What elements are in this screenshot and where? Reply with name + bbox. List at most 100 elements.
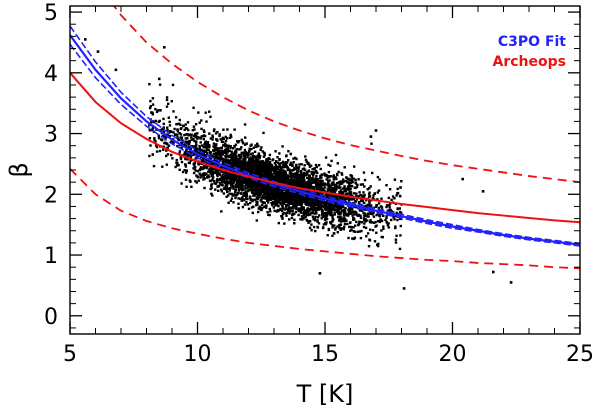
data-point: [256, 200, 259, 204]
data-point: [279, 176, 283, 179]
data-point: [236, 163, 239, 166]
data-point: [298, 201, 301, 205]
data-point: [288, 218, 291, 221]
data-point: [299, 183, 302, 187]
data-point: [224, 181, 227, 184]
data-point: [281, 193, 284, 196]
data-point: [355, 206, 358, 209]
data-point: [275, 202, 278, 205]
data-point: [200, 159, 204, 162]
data-point: [202, 129, 206, 132]
data-point: [215, 168, 218, 171]
data-point: [257, 144, 260, 148]
data-point: [307, 220, 311, 223]
data-point: [224, 142, 227, 145]
data-point: [307, 202, 310, 206]
data-point: [339, 189, 343, 192]
data-point: [232, 154, 236, 157]
data-point: [249, 181, 252, 184]
data-point: [153, 120, 156, 124]
data-point: [312, 188, 316, 191]
data-point: [215, 147, 218, 150]
data-point: [283, 177, 286, 181]
data-point: [311, 174, 315, 177]
data-point: [326, 195, 330, 198]
data-point: [282, 162, 286, 165]
data-point: [148, 154, 151, 158]
data-point: [224, 135, 227, 139]
data-point: [250, 147, 253, 151]
data-point: [192, 106, 195, 109]
data-point: [295, 157, 298, 161]
x-tick-label: 15: [311, 342, 339, 367]
data-point: [253, 188, 257, 191]
data-point: [311, 178, 314, 181]
data-point: [354, 186, 357, 190]
data-point: [201, 157, 205, 160]
data-point: [151, 126, 155, 129]
data-point: [187, 154, 190, 157]
data-point: [365, 235, 368, 238]
data-point: [333, 191, 336, 194]
data-point: [238, 163, 241, 166]
data-point: [293, 166, 296, 170]
data-point: [159, 128, 163, 132]
data-point: [345, 219, 348, 222]
data-point: [368, 228, 372, 231]
data-point: [355, 211, 358, 214]
data-point: [220, 183, 223, 186]
data-point: [335, 208, 338, 212]
data-point: [312, 190, 315, 193]
data-point: [340, 192, 344, 195]
data-point: [281, 160, 285, 164]
data-point: [260, 164, 263, 167]
data-point: [319, 187, 322, 190]
data-point: [290, 175, 294, 178]
data-point: [311, 210, 314, 213]
data-point: [218, 182, 222, 185]
data-point: [357, 195, 360, 198]
data-point: [338, 190, 341, 194]
data-point: [355, 192, 358, 195]
data-point: [252, 167, 255, 170]
data-point: [295, 178, 299, 182]
data-point: [236, 140, 239, 143]
data-point: [281, 205, 284, 208]
data-point: [186, 152, 190, 155]
data-point: [326, 202, 329, 205]
data-point: [204, 111, 207, 114]
data-point: [288, 178, 291, 182]
data-point: [172, 141, 175, 144]
data-point: [212, 142, 216, 145]
data-point: [196, 135, 199, 139]
data-point: [307, 201, 310, 204]
data-point: [199, 156, 203, 159]
data-point: [294, 167, 297, 170]
data-point: [156, 109, 160, 112]
data-point: [336, 194, 339, 197]
data-point: [327, 170, 331, 174]
data-point: [204, 158, 207, 161]
data-point: [332, 175, 335, 179]
data-point: [321, 215, 325, 218]
data-point: [280, 179, 284, 182]
data-point: [178, 132, 181, 135]
data-point: [358, 191, 361, 194]
data-point: [301, 194, 304, 197]
data-point: [170, 153, 173, 157]
data-point: [324, 173, 327, 176]
data-point: [329, 207, 332, 210]
data-point: [157, 136, 161, 140]
data-point: [228, 189, 231, 192]
data-point: [248, 163, 252, 166]
data-point: [287, 204, 290, 208]
data-point: [225, 195, 228, 198]
data-point: [199, 173, 202, 177]
data-point: [266, 194, 269, 197]
data-point: [224, 144, 228, 147]
data-point: [318, 179, 322, 183]
data-point: [268, 198, 271, 201]
data-point: [366, 188, 369, 191]
data-point: [155, 145, 159, 149]
data-point: [349, 208, 352, 212]
